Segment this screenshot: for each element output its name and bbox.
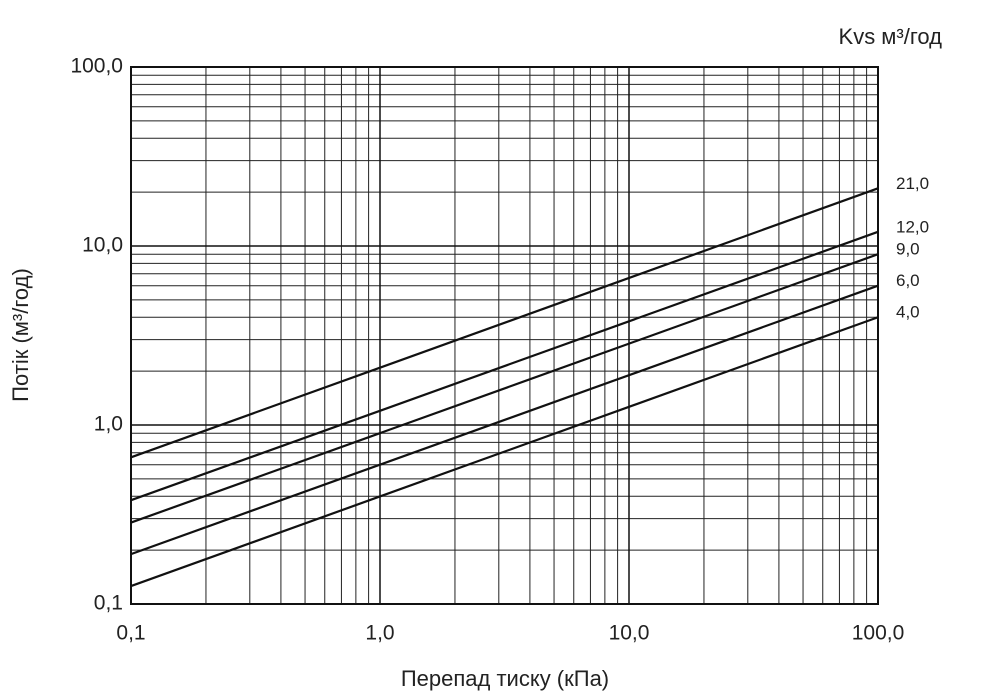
- series-label: 21,0: [896, 174, 929, 193]
- series-line: [130, 230, 879, 502]
- y-tick-label: 0,1: [94, 592, 123, 615]
- x-tick-label: 10,0: [609, 622, 650, 645]
- y-axis-title: Потік (м³/год): [8, 268, 33, 402]
- series-label: 6,0: [896, 271, 920, 290]
- plot-frame: [130, 66, 879, 605]
- series-label: 9,0: [896, 240, 920, 259]
- y-tick-label: 1,0: [94, 413, 123, 436]
- series-label: 12,0: [896, 217, 929, 236]
- series-line: [130, 316, 879, 588]
- series-line: [130, 187, 879, 459]
- series-line: [130, 253, 879, 524]
- legend-title: Kvs м³/год: [839, 24, 943, 49]
- y-tick-label: 100,0: [70, 55, 123, 78]
- x-tick-label: 1,0: [365, 622, 394, 645]
- x-tick-label: 0,1: [116, 622, 145, 645]
- series-label: 4,0: [896, 303, 920, 322]
- x-tick-label: 100,0: [852, 622, 905, 645]
- x-axis-title: Перепад тиску (кПа): [401, 666, 609, 691]
- series-line: [130, 284, 879, 556]
- y-tick-label: 10,0: [82, 234, 123, 257]
